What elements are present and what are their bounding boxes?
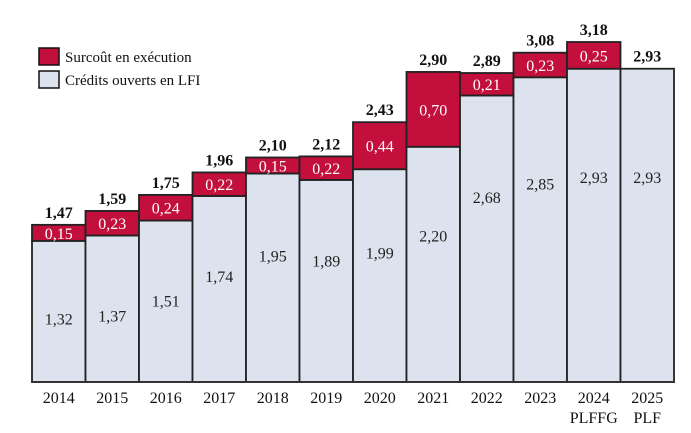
label-surcout-2021: 0,70 xyxy=(419,102,447,119)
legend-label-credits: Crédits ouverts en LFI xyxy=(65,73,200,89)
label-total-2024: 3,18 xyxy=(580,22,608,39)
legend-swatch-surcout xyxy=(38,47,60,66)
label-credits-2016: 1,51 xyxy=(152,294,180,311)
label-total-2019: 2,12 xyxy=(312,136,340,153)
label-surcout-2020: 0,44 xyxy=(366,139,394,156)
label-surcout-2017: 0,22 xyxy=(205,177,233,194)
bar-surcout-2021 xyxy=(405,71,461,148)
bar-credits-2014 xyxy=(31,239,87,383)
bar-surcout-2015 xyxy=(84,210,140,237)
label-credits-2017: 1,74 xyxy=(205,269,233,286)
x-tick-2025: 2025 xyxy=(631,390,663,407)
label-credits-2025: 2,93 xyxy=(633,170,661,187)
x-tick-2022: 2022 xyxy=(471,390,503,407)
x-tick-2018: 2018 xyxy=(257,390,289,407)
x-tick-2015: 2015 xyxy=(96,390,128,407)
x-tick-2017: 2017 xyxy=(203,390,235,407)
label-credits-2019: 1,89 xyxy=(312,253,340,270)
bar-surcout-2020 xyxy=(352,121,408,171)
label-credits-2023: 2,85 xyxy=(526,176,554,193)
label-total-2014: 1,47 xyxy=(45,205,73,222)
label-total-2022: 2,89 xyxy=(473,53,501,70)
x-tick-sub-2025: PLF xyxy=(633,410,661,427)
label-surcout-2014: 0,15 xyxy=(45,226,73,243)
bar-surcout-2023 xyxy=(512,51,568,79)
bar-credits-2018 xyxy=(245,172,301,383)
label-total-2016: 1,75 xyxy=(152,175,180,192)
legend-item-surcout: Surcoût en exécution xyxy=(38,47,192,66)
label-total-2023: 3,08 xyxy=(526,33,554,50)
x-tick-2024: 2024 xyxy=(578,390,610,407)
bar-credits-2022 xyxy=(459,94,515,383)
bar-credits-2025 xyxy=(619,67,675,383)
x-tick-2020: 2020 xyxy=(364,390,396,407)
label-surcout-2018: 0,15 xyxy=(259,158,287,175)
label-total-2025: 2,93 xyxy=(633,49,661,66)
bar-credits-2021 xyxy=(405,145,461,383)
label-credits-2022: 2,68 xyxy=(473,190,501,207)
label-surcout-2019: 0,22 xyxy=(312,161,340,178)
bar-credits-2019 xyxy=(298,179,354,383)
x-tick-2021: 2021 xyxy=(417,390,449,407)
label-surcout-2015: 0,23 xyxy=(98,216,126,233)
bar-surcout-2024 xyxy=(566,41,622,70)
bars-group xyxy=(31,41,675,383)
label-total-2021: 2,90 xyxy=(419,52,447,69)
x-tick-2016: 2016 xyxy=(150,390,182,407)
label-credits-2024: 2,93 xyxy=(580,170,608,187)
x-tick-2019: 2019 xyxy=(310,390,342,407)
legend-swatch-credits xyxy=(38,70,60,89)
label-credits-2015: 1,37 xyxy=(98,309,126,326)
bar-credits-2017 xyxy=(191,195,247,383)
label-surcout-2016: 0,24 xyxy=(152,201,180,218)
label-total-2020: 2,43 xyxy=(366,102,394,119)
bar-credits-2020 xyxy=(352,168,408,383)
legend: Surcoût en exécution Crédits ouverts en … xyxy=(38,47,200,89)
label-total-2017: 1,96 xyxy=(205,152,233,169)
legend-label-surcout: Surcoût en exécution xyxy=(65,50,192,66)
label-surcout-2022: 0,21 xyxy=(473,77,501,94)
label-credits-2021: 2,20 xyxy=(419,229,447,246)
label-total-2015: 1,59 xyxy=(98,191,126,208)
label-credits-2018: 1,95 xyxy=(259,249,287,266)
legend-item-credits: Crédits ouverts en LFI xyxy=(38,70,200,89)
bar-surcout-2016 xyxy=(138,193,194,222)
bar-credits-2024 xyxy=(566,67,622,383)
x-tick-2023: 2023 xyxy=(524,390,556,407)
x-axis-ticks: 2014 2015 2016 2017 2018 2019 2020 2021 2022 2023… xyxy=(43,390,664,427)
label-credits-2014: 1,32 xyxy=(45,312,73,329)
bar-credits-2023 xyxy=(512,76,568,383)
x-tick-sub-2024: PLFFG xyxy=(570,410,618,427)
label-credits-2020: 1,99 xyxy=(366,245,394,262)
label-total-2018: 2,10 xyxy=(259,137,287,154)
x-tick-2014: 2014 xyxy=(43,390,75,407)
labels-group: 0,15 1,32 1,47 0,23 1,37 1,59 0,24 1,51 1,75 0,22… xyxy=(45,22,662,329)
label-surcout-2024: 0,25 xyxy=(580,48,608,65)
label-surcout-2023: 0,23 xyxy=(526,58,554,75)
